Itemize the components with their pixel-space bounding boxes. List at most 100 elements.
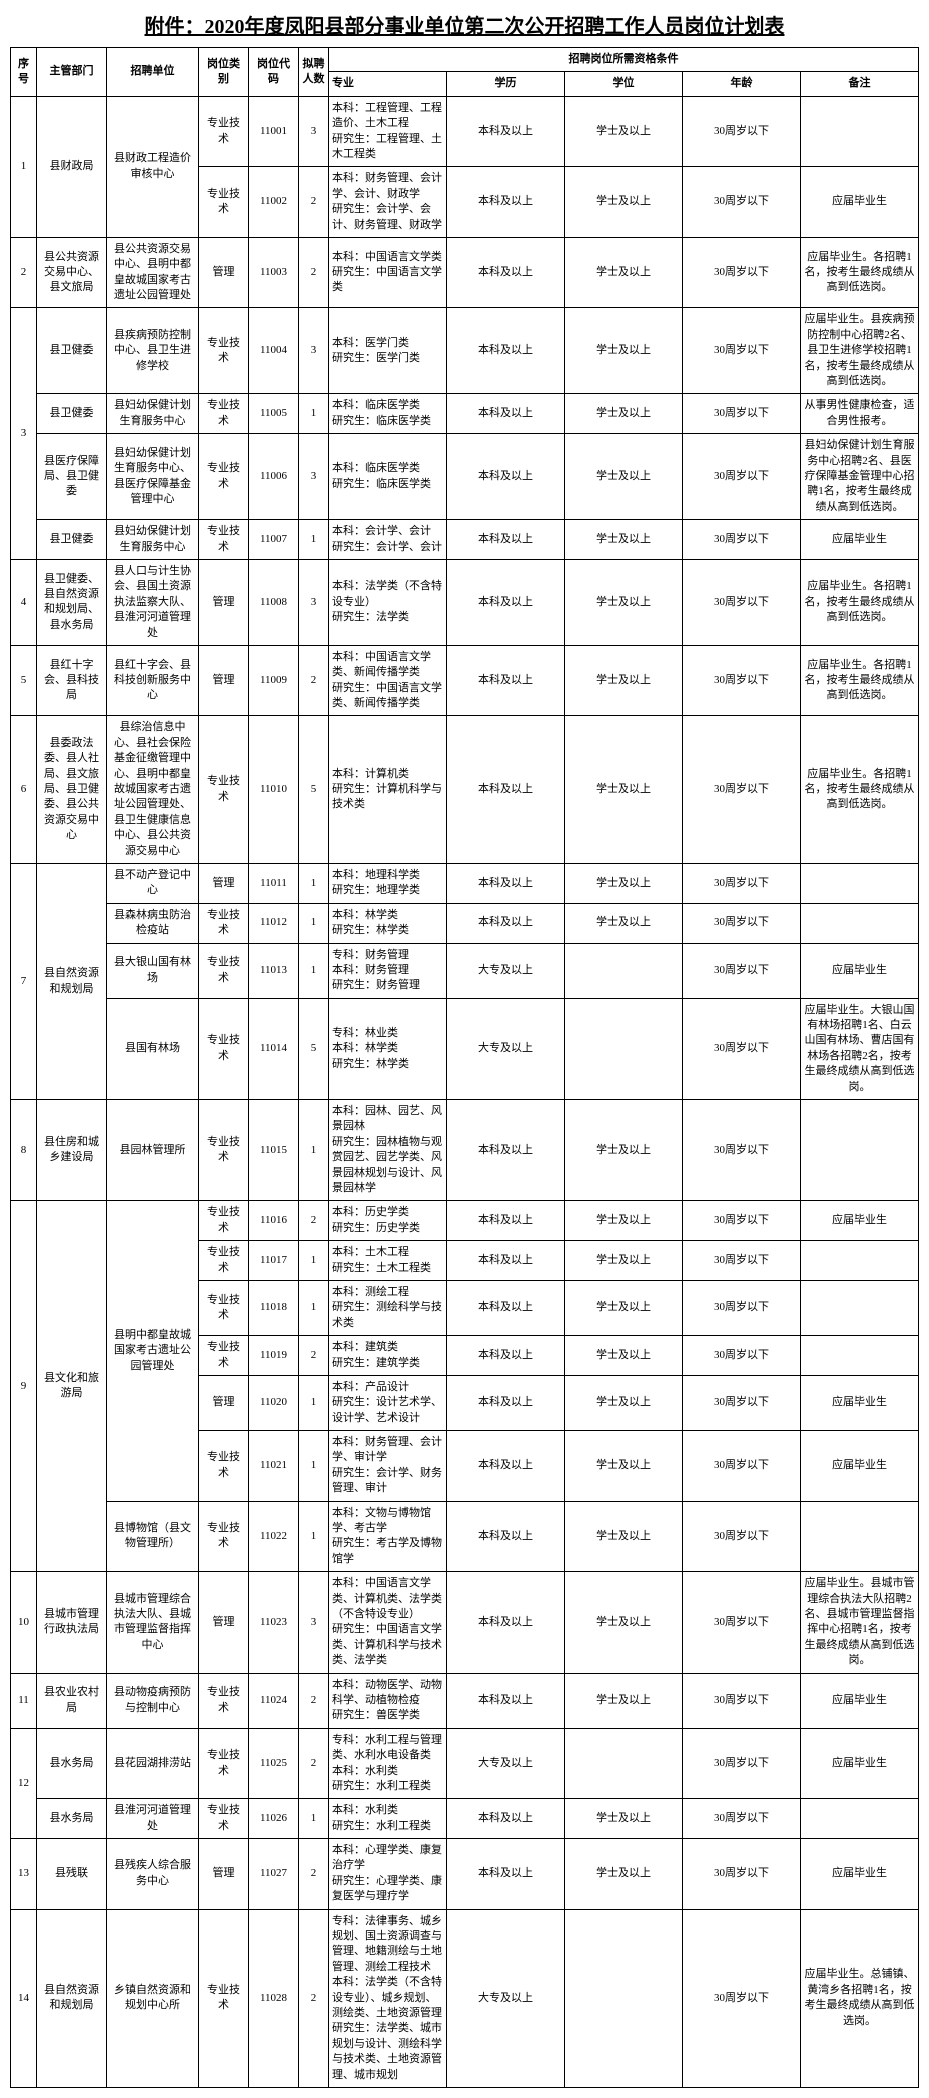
table-cell: 3 xyxy=(11,308,37,559)
table-cell: 专业技术 xyxy=(199,1431,249,1502)
table-cell: 11016 xyxy=(249,1201,299,1241)
table-cell: 本科及以上 xyxy=(447,903,565,943)
table-cell: 1 xyxy=(299,1100,329,1201)
table-cell: 11020 xyxy=(249,1375,299,1430)
th-dept: 主管部门 xyxy=(37,48,107,97)
table-row: 2县公共资源交易中心、县文旅局县公共资源交易中心、县明中都皇故城国家考古遗址公园… xyxy=(11,237,919,308)
table-cell: 学士及以上 xyxy=(565,1799,683,1839)
table-cell: 县水务局 xyxy=(37,1799,107,1839)
table-cell: 本科及以上 xyxy=(447,394,565,434)
th-group: 招聘岗位所需资格条件 xyxy=(329,48,919,72)
table-cell: 本科：工程管理、工程造价、土木工程研究生：工程管理、土木工程类 xyxy=(329,96,447,167)
table-cell: 应届毕业生。各招聘1名，按考生最终成绩从高到低选岗。 xyxy=(801,237,919,308)
table-cell: 本科：财务管理、会计学、会计、财政学研究生：会计学、会计、财务管理、财政学 xyxy=(329,167,447,238)
table-cell: 6 xyxy=(11,716,37,864)
table-cell: 学士及以上 xyxy=(565,1431,683,1502)
table-cell: 本科及以上 xyxy=(447,863,565,903)
table-cell: 应届毕业生 xyxy=(801,1839,919,1910)
table-cell: 管理 xyxy=(199,559,249,645)
table-cell: 县财政工程造价审核中心 xyxy=(107,96,199,237)
table-cell: 县淮河河道管理处 xyxy=(107,1799,199,1839)
th-deg: 学位 xyxy=(565,72,683,96)
table-cell xyxy=(565,1728,683,1799)
table-cell: 学士及以上 xyxy=(565,167,683,238)
table-cell: 县委政法委、县人社局、县文旅局、县卫健委、县公共资源交易中心 xyxy=(37,716,107,864)
table-cell: 县妇幼保健计划生育服务中心 xyxy=(107,520,199,560)
table-cell: 1 xyxy=(299,943,329,998)
table-cell: 30周岁以下 xyxy=(683,1909,801,2087)
table-cell: 本科及以上 xyxy=(447,1501,565,1572)
table-cell: 本科：临床医学类研究生：临床医学类 xyxy=(329,434,447,520)
table-cell: 县动物疫病预防与控制中心 xyxy=(107,1673,199,1728)
th-cat: 岗位类别 xyxy=(199,48,249,97)
job-table: 序号 主管部门 招聘单位 岗位类别 岗位代码 拟聘人数 招聘岗位所需资格条件 专… xyxy=(10,47,919,2088)
table-cell: 本科及以上 xyxy=(447,237,565,308)
table-cell: 11003 xyxy=(249,237,299,308)
table-cell: 11026 xyxy=(249,1799,299,1839)
table-cell: 本科及以上 xyxy=(447,1673,565,1728)
table-cell: 30周岁以下 xyxy=(683,434,801,520)
table-cell: 30周岁以下 xyxy=(683,1431,801,1502)
table-cell: 应届毕业生。县城市管理综合执法大队招聘2名、县城市管理监督指挥中心招聘1名，按考… xyxy=(801,1572,919,1673)
table-cell: 11006 xyxy=(249,434,299,520)
table-cell: 本科及以上 xyxy=(447,1572,565,1673)
table-row: 县卫健委县妇幼保健计划生育服务中心专业技术110051本科：临床医学类研究生：临… xyxy=(11,394,919,434)
table-cell: 30周岁以下 xyxy=(683,1728,801,1799)
table-cell: 应届毕业生 xyxy=(801,1431,919,1502)
table-cell: 县综治信息中心、县社会保险基金征缴管理中心、县明中都皇故城国家考古遗址公园管理处… xyxy=(107,716,199,864)
table-cell: 县妇幼保健计划生育服务中心 xyxy=(107,394,199,434)
table-cell: 专业技术 xyxy=(199,520,249,560)
th-unit: 招聘单位 xyxy=(107,48,199,97)
table-cell: 专业技术 xyxy=(199,943,249,998)
table-cell: 11025 xyxy=(249,1728,299,1799)
table-cell: 11017 xyxy=(249,1241,299,1281)
table-cell: 本科及以上 xyxy=(447,1280,565,1335)
table-cell: 应届毕业生。各招聘1名，按考生最终成绩从高到低选岗。 xyxy=(801,559,919,645)
table-cell xyxy=(801,1280,919,1335)
table-cell: 专科：林业类本科：林学类研究生：林学类 xyxy=(329,998,447,1099)
table-cell: 本科：中国语言文学类、计算机类、法学类（不含特设专业）研究生：中国语言文学类、计… xyxy=(329,1572,447,1673)
table-cell: 本科：法学类（不含特设专业）研究生：法学类 xyxy=(329,559,447,645)
table-cell: 30周岁以下 xyxy=(683,1839,801,1910)
table-cell: 县妇幼保健计划生育服务中心、县医疗保障基金管理中心 xyxy=(107,434,199,520)
table-cell: 学士及以上 xyxy=(565,645,683,716)
table-cell: 30周岁以下 xyxy=(683,1799,801,1839)
table-cell: 1 xyxy=(11,96,37,237)
table-cell: 9 xyxy=(11,1201,37,1572)
table-cell: 学士及以上 xyxy=(565,863,683,903)
table-cell: 本科及以上 xyxy=(447,308,565,394)
table-cell: 县文化和旅游局 xyxy=(37,1201,107,1572)
table-cell: 本科及以上 xyxy=(447,434,565,520)
table-cell xyxy=(801,96,919,167)
table-cell: 县残联 xyxy=(37,1839,107,1910)
table-cell: 大专及以上 xyxy=(447,1728,565,1799)
table-cell: 11018 xyxy=(249,1280,299,1335)
table-cell: 学士及以上 xyxy=(565,903,683,943)
table-row: 县博物馆（县文物管理所）专业技术110221本科：文物与博物馆学、考古学研究生：… xyxy=(11,1501,919,1572)
th-edu: 学历 xyxy=(447,72,565,96)
table-cell: 本科及以上 xyxy=(447,1839,565,1910)
table-cell: 学士及以上 xyxy=(565,716,683,864)
table-row: 县医疗保障局、县卫健委县妇幼保健计划生育服务中心、县医疗保障基金管理中心专业技术… xyxy=(11,434,919,520)
table-cell xyxy=(801,1241,919,1281)
table-cell: 2 xyxy=(11,237,37,308)
table-cell: 7 xyxy=(11,863,37,1099)
table-cell: 县自然资源和规划局 xyxy=(37,863,107,1099)
table-cell: 11027 xyxy=(249,1839,299,1910)
th-seq: 序号 xyxy=(11,48,37,97)
table-cell: 11005 xyxy=(249,394,299,434)
table-cell: 11004 xyxy=(249,308,299,394)
table-cell: 30周岁以下 xyxy=(683,645,801,716)
table-cell: 30周岁以下 xyxy=(683,559,801,645)
table-cell: 1 xyxy=(299,520,329,560)
table-cell: 学士及以上 xyxy=(565,1375,683,1430)
table-cell: 本科及以上 xyxy=(447,1201,565,1241)
table-cell: 11019 xyxy=(249,1336,299,1376)
table-cell: 本科及以上 xyxy=(447,167,565,238)
table-cell: 县花园湖排涝站 xyxy=(107,1728,199,1799)
table-cell: 专业技术 xyxy=(199,167,249,238)
table-cell: 县财政局 xyxy=(37,96,107,237)
table-cell: 县红十字会、县科技局 xyxy=(37,645,107,716)
table-cell: 管理 xyxy=(199,1572,249,1673)
table-cell: 应届毕业生。县疾病预防控制中心招聘2名、县卫生进修学校招聘1名，按考生最终成绩从… xyxy=(801,308,919,394)
